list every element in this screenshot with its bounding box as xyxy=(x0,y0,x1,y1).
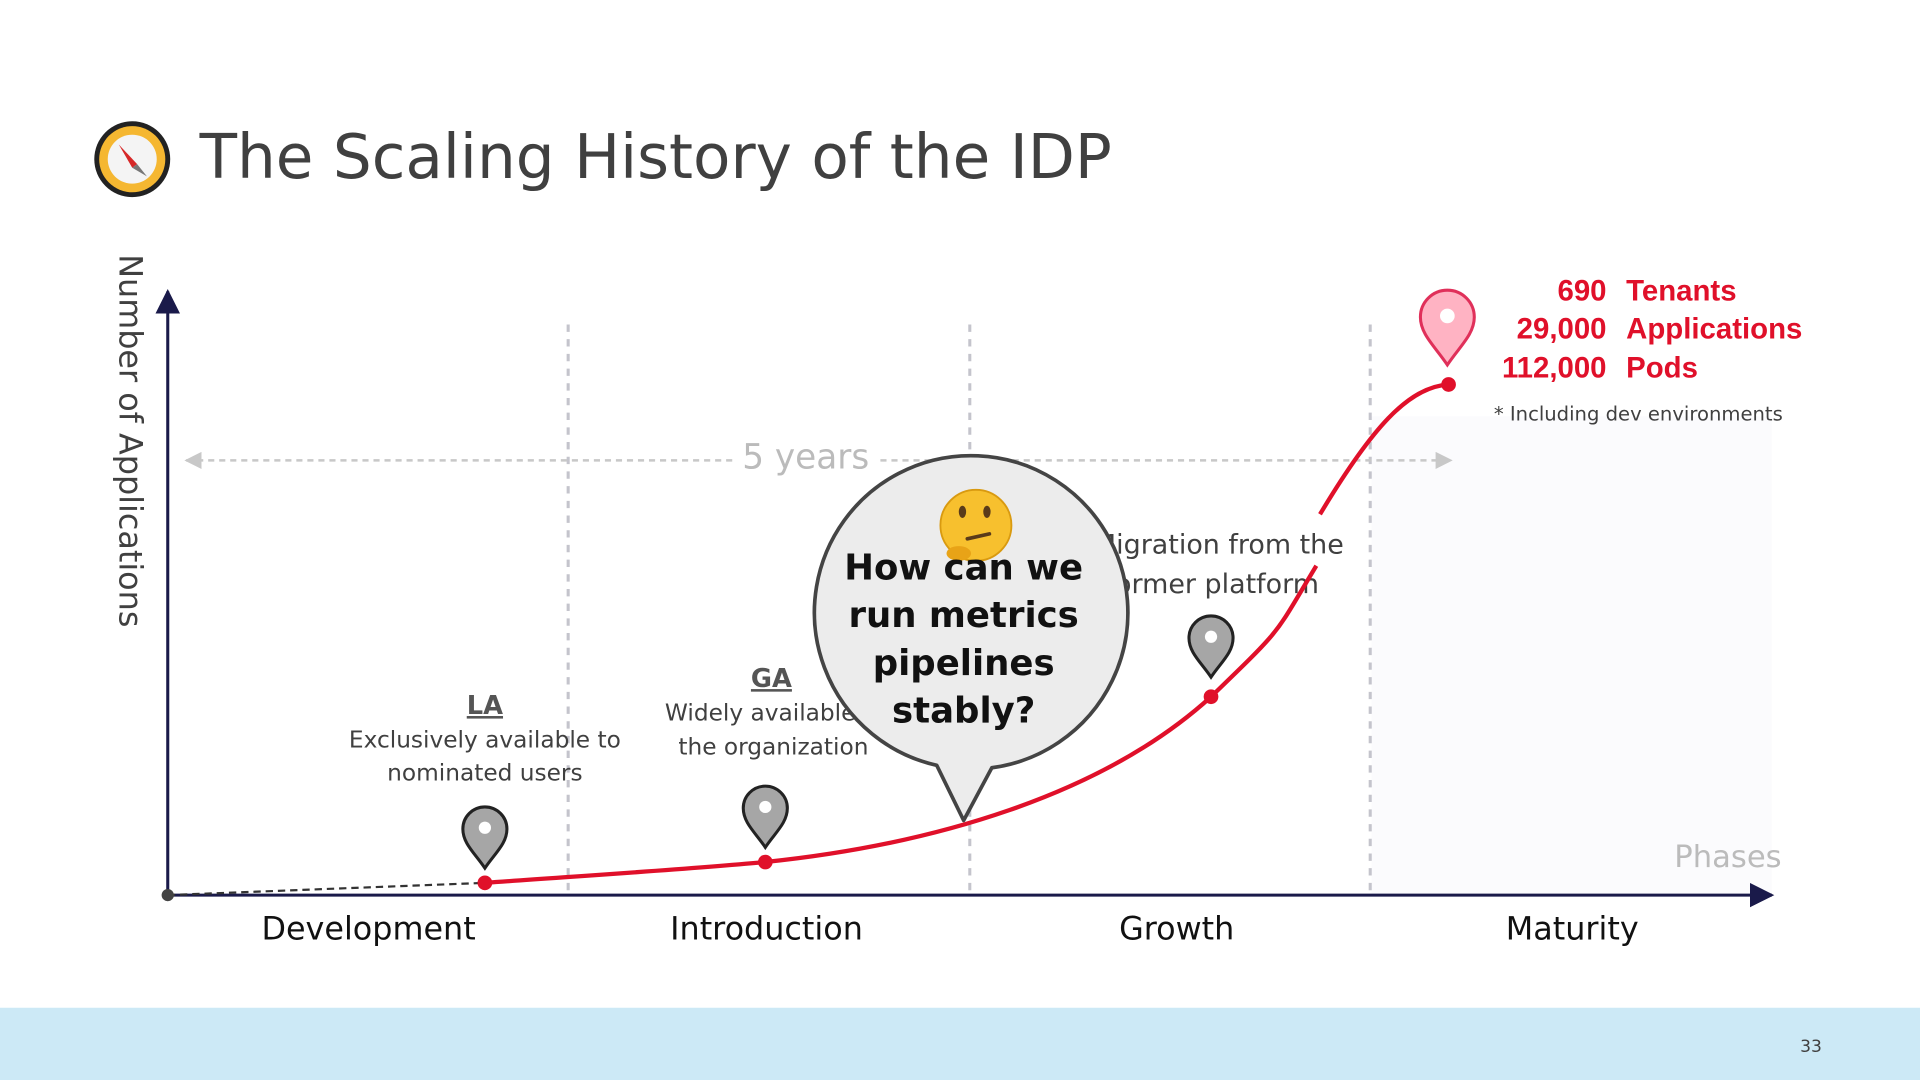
slide-title: The Scaling History of the IDP xyxy=(199,122,1112,193)
thinking-emoji xyxy=(939,488,1013,562)
pin xyxy=(741,784,789,851)
callout-line: run metrics xyxy=(849,595,1079,636)
milestone-dot xyxy=(757,854,773,870)
callout-text: How can we run metrics pipelines stably? xyxy=(844,547,1083,731)
x-axis-label: Phases xyxy=(1674,840,1781,875)
milestone-dot xyxy=(1203,689,1219,705)
milestone-title: GA xyxy=(751,664,792,694)
migration-text: Migration from the former platform xyxy=(1093,530,1344,600)
milestone-description: Exclusively available to xyxy=(349,726,621,753)
stat-label: Applications xyxy=(1626,312,1802,345)
span-label: 5 years xyxy=(742,438,869,478)
page-number: 33 xyxy=(1800,1037,1822,1057)
pin xyxy=(1187,614,1235,680)
milestone-title: LA xyxy=(467,691,503,721)
stat-number: 112,000 xyxy=(1502,352,1607,385)
stat-label: Pods xyxy=(1626,352,1698,385)
stat-number: 690 xyxy=(1558,274,1607,307)
milestone-dot xyxy=(477,875,493,891)
phase-label: Introduction xyxy=(670,910,863,948)
milestone-description: the organization xyxy=(678,734,868,761)
ga-description: Widely available in the organization xyxy=(665,699,884,760)
footer-band xyxy=(0,1007,1920,1080)
stat-label: Tenants xyxy=(1626,274,1736,307)
milestone-dot xyxy=(1441,377,1456,392)
milestone-description: nominated users xyxy=(387,759,582,786)
pin xyxy=(1418,288,1476,368)
callout-line: stably? xyxy=(892,691,1035,732)
milestone-description: former platform xyxy=(1106,569,1319,600)
callout-line: How can we xyxy=(844,547,1083,588)
compass-icon xyxy=(94,121,171,198)
phase-label: Development xyxy=(261,910,475,948)
phase-label: Maturity xyxy=(1506,910,1639,948)
phase-labels: Development Introduction Growth Maturity xyxy=(261,910,1638,948)
maturity-region xyxy=(1371,416,1772,894)
pin xyxy=(461,805,509,871)
span-label-bg xyxy=(734,435,877,483)
growth-curve xyxy=(484,564,1319,885)
stats: 690 Tenants 29,000 Applications 112,000 … xyxy=(1502,274,1802,384)
stat-number: 29,000 xyxy=(1517,312,1607,345)
callout-bubble: How can we run metrics pipelines stably? xyxy=(812,453,1130,823)
y-axis-label: Number of Applications xyxy=(112,254,150,627)
growth-curve xyxy=(1318,382,1449,516)
footnote: * Including dev environments xyxy=(1494,403,1783,426)
milestone-description: Migration from the xyxy=(1093,530,1344,561)
phase-label: Growth xyxy=(1119,910,1234,948)
callout-line: pipelines xyxy=(873,643,1055,684)
pre-launch-line xyxy=(167,881,485,897)
origin-dot xyxy=(161,888,174,902)
la-description: Exclusively available to nominated users xyxy=(349,726,621,786)
